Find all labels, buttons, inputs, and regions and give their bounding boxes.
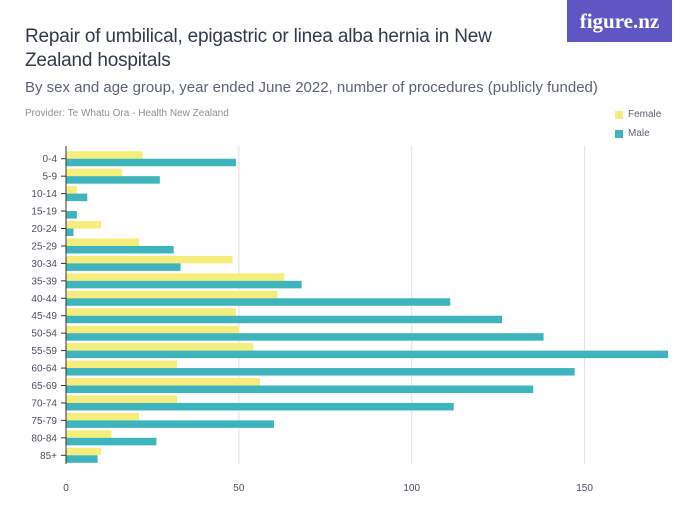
bar-male-55-59: [66, 350, 669, 359]
bar-female-60-64: [66, 360, 178, 369]
bar-male-30-34: [66, 263, 181, 271]
legend-swatch-male: [615, 129, 623, 138]
x-tick-label-50: 50: [233, 483, 245, 494]
y-tick-label-15-19: 15-19: [31, 207, 57, 218]
bar-male-45-49: [66, 315, 503, 324]
bar-male-65-69: [66, 385, 534, 393]
bar-male-40-44: [66, 298, 451, 306]
bar-female-40-44: [66, 290, 278, 299]
y-tick-label-45-49: 45-49: [31, 311, 57, 322]
y-tick-label-85+: 85+: [40, 451, 57, 462]
chart-subtitle: By sex and age group, year ended June 20…: [25, 79, 598, 96]
bar-female-25-29: [66, 238, 140, 246]
legend-label-female: Female: [628, 109, 662, 120]
y-tick-label-0-4: 0-4: [43, 154, 58, 165]
bar-male-5-9: [66, 176, 160, 184]
y-tick-label-10-14: 10-14: [31, 189, 57, 200]
legend: Female Male: [615, 105, 661, 143]
bar-male-75-79: [66, 420, 274, 428]
bar-female-80-84: [66, 430, 112, 438]
bar-male-80-84: [66, 437, 157, 446]
bar-female-45-49: [66, 308, 236, 316]
y-tick-label-50-54: 50-54: [31, 329, 57, 340]
y-tick-label-20-24: 20-24: [31, 224, 57, 235]
figure-nz-logo[interactable]: figure.nz: [567, 0, 672, 42]
bar-male-60-64: [66, 368, 575, 376]
y-tick-label-60-64: 60-64: [31, 364, 57, 375]
bar-male-35-39: [66, 280, 302, 289]
bar-female-10-14: [66, 186, 77, 194]
legend-item-female: Female: [615, 105, 661, 124]
y-tick-label-55-59: 55-59: [31, 346, 57, 357]
bar-female-35-39: [66, 273, 285, 281]
bar-female-85+: [66, 447, 102, 456]
x-tick-label-100: 100: [403, 483, 420, 494]
bar-female-65-69: [66, 378, 261, 386]
x-tick-label-0: 0: [63, 483, 69, 494]
bar-male-0-4: [66, 158, 236, 167]
y-tick-label-40-44: 40-44: [31, 294, 57, 305]
bar-female-75-79: [66, 412, 140, 421]
y-tick-label-5-9: 5-9: [43, 172, 58, 183]
y-tick-label-80-84: 80-84: [31, 433, 57, 444]
y-tick-label-70-74: 70-74: [31, 398, 57, 409]
bar-female-5-9: [66, 168, 122, 177]
y-tick-label-65-69: 65-69: [31, 381, 57, 392]
bar-female-50-54: [66, 325, 240, 334]
bar-male-85+: [66, 455, 98, 463]
bar-female-55-59: [66, 343, 254, 351]
x-tick-label-150: 150: [576, 483, 593, 494]
bar-female-70-74: [66, 395, 178, 403]
y-tick-label-75-79: 75-79: [31, 416, 57, 427]
legend-swatch-female: [615, 110, 623, 119]
legend-label-male: Male: [628, 128, 650, 139]
bar-male-15-19: [66, 211, 77, 219]
bar-male-25-29: [66, 245, 174, 254]
bar-female-0-4: [66, 151, 143, 159]
data-provider: Provider: Te Whatu Ora - Health New Zeal…: [25, 108, 229, 119]
bar-male-50-54: [66, 333, 544, 341]
legend-item-male: Male: [615, 124, 661, 143]
y-tick-label-30-34: 30-34: [31, 259, 57, 270]
bar-male-70-74: [66, 402, 454, 411]
y-tick-label-25-29: 25-29: [31, 241, 57, 252]
y-tick-label-35-39: 35-39: [31, 276, 57, 287]
bar-male-10-14: [66, 193, 88, 202]
chart-title: Repair of umbilical, epigastric or linea…: [25, 26, 492, 71]
bar-male-20-24: [66, 228, 74, 236]
bar-female-30-34: [66, 255, 233, 264]
bar-female-20-24: [66, 221, 102, 229]
